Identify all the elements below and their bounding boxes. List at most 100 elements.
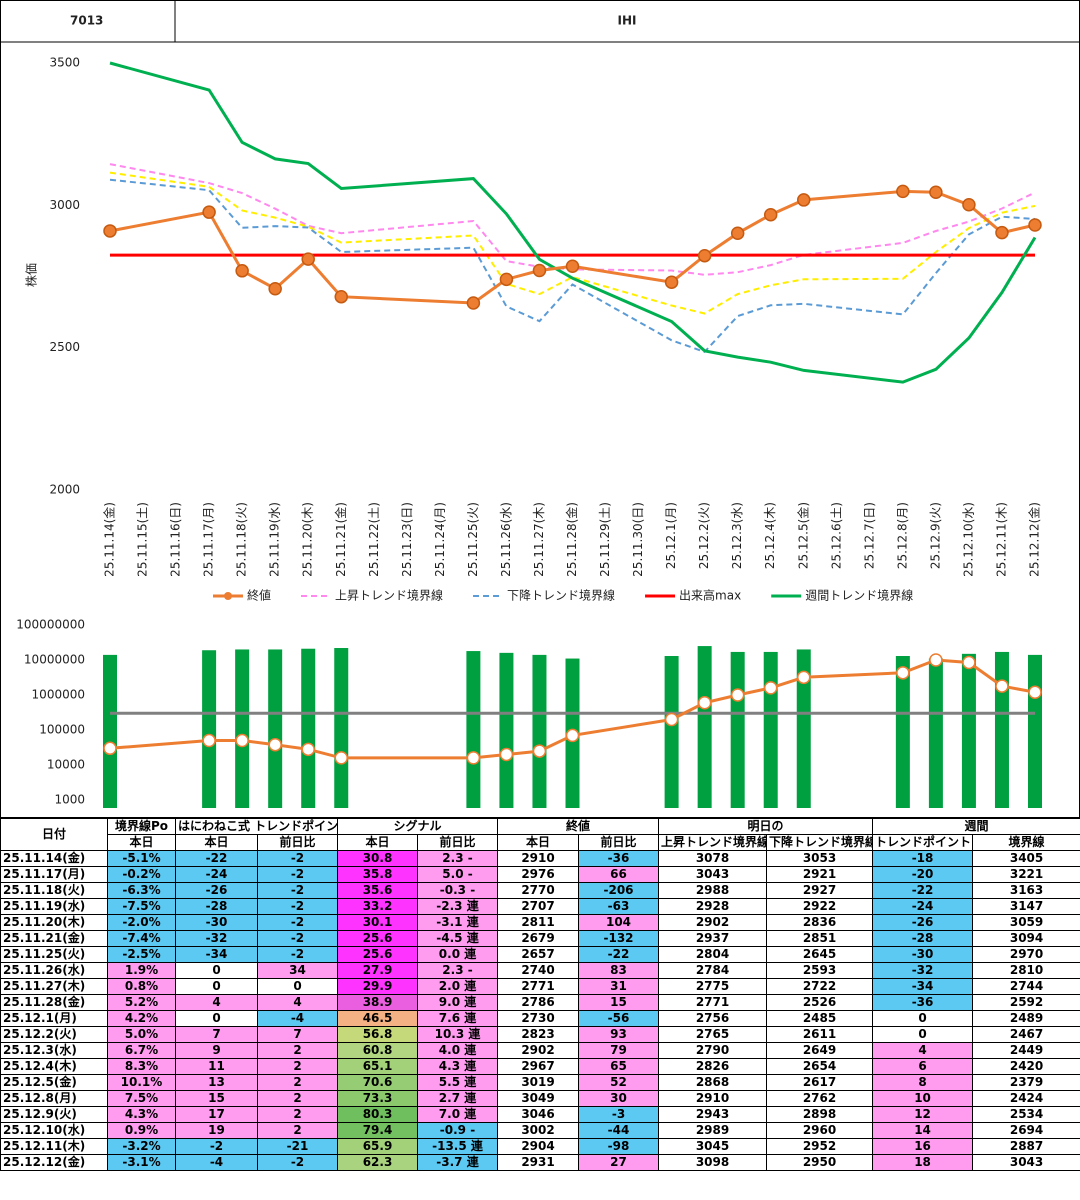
column-header: 終値 — [497, 818, 660, 835]
value-cell: 2 — [257, 1122, 338, 1139]
y-tick-label: 3000 — [49, 198, 80, 212]
value-cell: 5.0 - — [416, 866, 499, 883]
column-subheader: 本日 — [107, 834, 176, 851]
value-cell: 2.3 - — [416, 850, 499, 867]
series-line — [109, 189, 1036, 305]
value-cell: 2804 — [658, 946, 768, 963]
value-cell: 2449 — [972, 1042, 1080, 1059]
point-marker — [664, 275, 679, 289]
date-cell: 25.11.17(月) — [0, 866, 108, 883]
column-subheader: 本日 — [175, 834, 258, 851]
volume-bar — [268, 649, 283, 808]
data-row: 25.12.5(金) 10.1% 13 2 70.6 5.5 連 3019 52 2868 261… — [0, 1074, 1080, 1091]
value-cell: -36 — [872, 994, 974, 1011]
point-marker — [697, 248, 712, 263]
value-cell: 2898 — [766, 1106, 874, 1123]
point-marker — [202, 733, 216, 748]
value-cell: 2902 — [497, 1042, 580, 1059]
date-cell: 25.11.14(金) — [0, 850, 108, 867]
data-row: 25.12.4(木) 8.3% 11 2 65.1 4.3 連 2967 65 2826 2654… — [0, 1058, 1080, 1075]
x-tick-label: 25.12.12(金) — [1027, 502, 1042, 577]
x-tick-label: 25.11.19(水) — [268, 502, 282, 577]
value-cell: 12 — [872, 1106, 974, 1123]
value-cell: 7 — [175, 1026, 258, 1043]
value-cell: 2784 — [658, 962, 768, 979]
value-cell: 10.3 連 — [416, 1026, 499, 1043]
date-cell: 25.12.8(月) — [0, 1090, 108, 1107]
value-cell: -26 — [872, 914, 974, 931]
data-table: 日付 境界線Po はにわねこ式 トレンドポイント シグナル 終値 明日の 週間 本日 本日 前日比… — [0, 818, 1080, 1171]
value-cell: 3019 — [497, 1074, 580, 1091]
value-cell: 3053 — [766, 850, 874, 867]
value-cell: 15 — [578, 994, 660, 1011]
value-cell: -2 — [257, 850, 338, 867]
value-cell: 2811 — [497, 914, 580, 931]
point-marker — [896, 184, 910, 199]
point-marker — [466, 296, 481, 310]
value-cell: 2740 — [497, 962, 580, 979]
value-cell: 2976 — [497, 866, 580, 883]
value-cell: 3147 — [972, 898, 1080, 915]
point-marker — [1028, 218, 1042, 232]
date-cell: 25.12.12(金) — [0, 1154, 108, 1171]
date-cell: 25.12.4(木) — [0, 1058, 108, 1075]
value-cell: 3002 — [497, 1122, 580, 1139]
point-marker — [499, 747, 514, 762]
value-cell: -32 — [175, 930, 258, 947]
value-cell: -44 — [578, 1122, 660, 1139]
value-cell: -34 — [175, 946, 258, 963]
value-cell: 35.8 — [337, 866, 418, 883]
point-marker — [235, 264, 249, 278]
chart-area: 7013 IHI 株価 2000 2500 3000 3500 25.11.14(金) 2… — [0, 0, 1080, 818]
y-tick-label: 1000 — [54, 793, 85, 807]
column-header: シグナル — [336, 818, 499, 835]
x-tick-label: 25.11.29(土) — [598, 502, 612, 577]
x-tick-label: 25.12.6(土) — [829, 502, 843, 569]
value-cell: -3.1% — [107, 1154, 176, 1171]
value-cell: 1.9% — [107, 962, 176, 979]
column-subheader: 本日 — [337, 834, 418, 851]
value-cell: 2922 — [766, 898, 874, 915]
legend-label: 出来高max — [679, 588, 741, 603]
volume-bar — [895, 656, 910, 808]
value-cell: 2 — [257, 1106, 338, 1123]
value-cell: 2.7 連 — [416, 1090, 499, 1107]
column-header: はにわねこ式 トレンドポイント — [175, 818, 338, 835]
legend-label: 上昇トレンド境界線 — [335, 588, 443, 603]
value-cell: 2952 — [766, 1138, 874, 1155]
point-marker — [334, 289, 348, 304]
volume-bar — [499, 652, 514, 808]
value-cell: 2707 — [497, 898, 580, 915]
value-cell: 2 — [257, 1042, 338, 1059]
x-tick-label: 25.12.10(水) — [961, 502, 975, 577]
value-cell: 2771 — [497, 978, 580, 995]
point-marker — [1028, 685, 1042, 699]
volume-bar — [796, 649, 811, 808]
value-cell: -24 — [872, 898, 974, 915]
value-cell: 9 — [175, 1042, 258, 1059]
value-cell: 2943 — [658, 1106, 768, 1123]
value-cell: 52 — [578, 1074, 660, 1091]
value-cell: -32 — [872, 962, 974, 979]
value-cell: 7.6 連 — [416, 1010, 499, 1027]
date-cell: 25.12.10(水) — [0, 1122, 108, 1139]
series-line — [109, 178, 1036, 354]
point-marker — [995, 679, 1009, 693]
x-tick-label: 25.11.16(日) — [169, 502, 183, 577]
point-marker — [202, 205, 216, 219]
value-cell: 2765 — [658, 1026, 768, 1043]
point-marker — [697, 696, 712, 710]
value-cell: -132 — [578, 930, 660, 947]
date-cell: 25.12.2(火) — [0, 1026, 108, 1043]
date-cell: 25.11.21(金) — [0, 930, 108, 947]
value-cell: 2775 — [658, 978, 768, 995]
date-cell: 25.12.5(金) — [0, 1074, 108, 1091]
x-tick-label: 25.11.22(土) — [367, 502, 381, 577]
value-cell: 0 — [175, 978, 258, 995]
x-tick-label: 25.12.8(月) — [895, 502, 909, 569]
value-cell: 3163 — [972, 882, 1080, 899]
value-cell: 31 — [578, 978, 660, 995]
value-cell: 2904 — [497, 1138, 580, 1155]
value-cell: -0.9 - — [416, 1122, 499, 1139]
